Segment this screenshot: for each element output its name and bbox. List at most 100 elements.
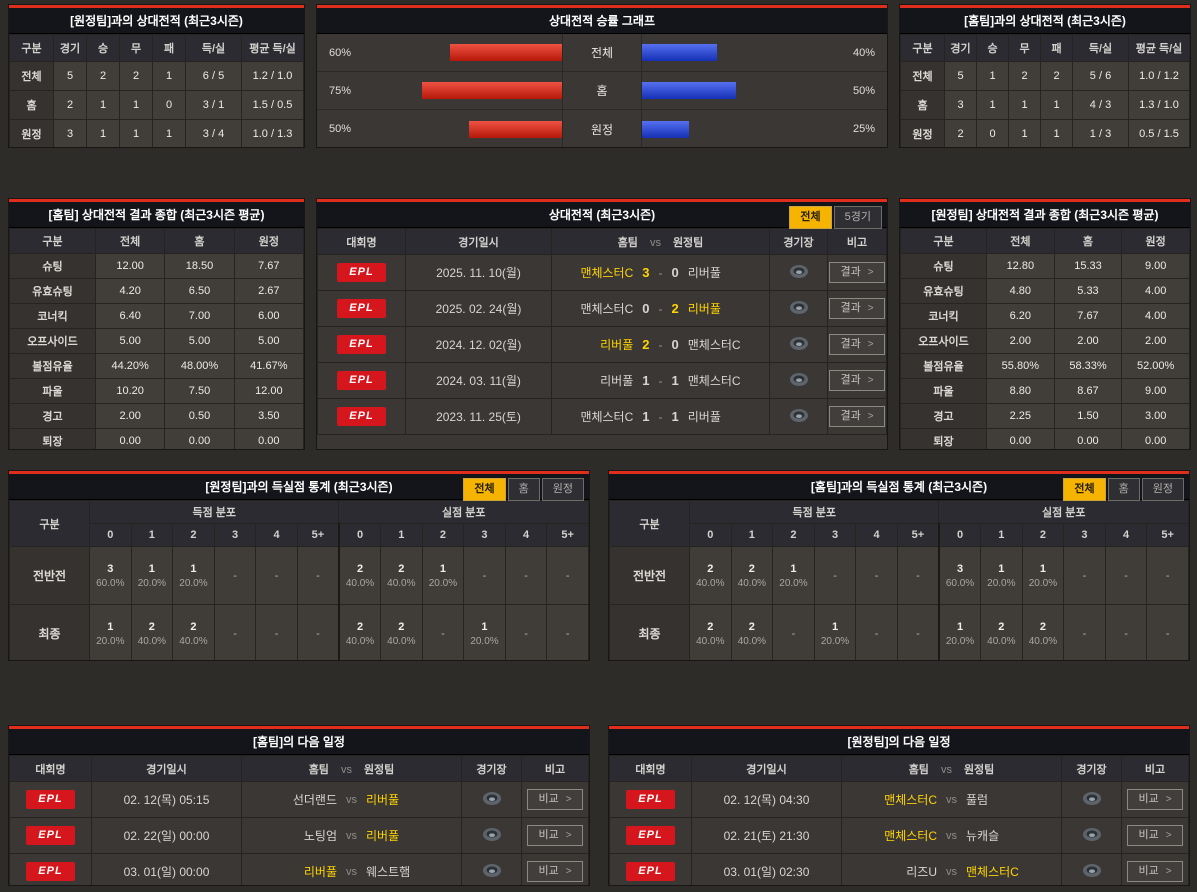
fixture-row: EPL 02. 12(목) 05:15 선더랜드 vs 리버풀 비교 > — [9, 781, 589, 818]
column-header: 승 — [976, 34, 1009, 62]
row-label: 홈 — [9, 90, 54, 120]
column-header: 5+ — [546, 523, 589, 547]
goal-percent: 20.0% — [428, 577, 458, 589]
table-body: 전체 5 2 2 1 6 / 5 1.2 / 1.0 홈 2 1 1 0 3 / 1 1.5 / 0.5 원… — [9, 61, 304, 147]
filter-tab[interactable]: 전체 — [1063, 478, 1106, 501]
table-row: 코너킥 6.20 7.67 4.00 — [900, 303, 1190, 329]
winrate-category: 원정 — [562, 110, 642, 147]
compare-button[interactable]: 비교 > — [527, 789, 583, 810]
filter-tab[interactable]: 전체 — [463, 478, 506, 501]
away-team-name: 리버풀 — [687, 302, 721, 316]
stadium-icon[interactable] — [482, 863, 502, 878]
filter-tab[interactable]: 홈 — [1107, 478, 1140, 501]
stat-value: 1.2 / 1.0 — [241, 61, 304, 91]
home-winrate-track — [375, 110, 562, 147]
away-winrate-track — [642, 110, 829, 147]
filter-tab[interactable]: 전체 — [789, 206, 832, 229]
dist-row: 최종 2 40.0% 2 40.0% -1 20.0% - -1 20.0% 2 40.0% 2 40.0… — [609, 604, 1189, 660]
home-winrate-bar — [468, 120, 562, 138]
filter-tab[interactable]: 원정 — [1141, 478, 1184, 501]
stadium-icon[interactable] — [789, 264, 809, 279]
goals-scored-cell: 2 40.0% — [689, 546, 732, 605]
column-header-match: 홈팀 vs 원정팀 — [551, 228, 770, 255]
column-header-stadium: 경기장 — [1061, 755, 1122, 782]
row-label: 볼점유율 — [900, 353, 987, 379]
panel-title: [원정팀]의 다음 일정 — [847, 735, 951, 749]
goals-scored-cell: - — [772, 604, 815, 660]
goal-count: 2 — [748, 620, 755, 633]
stat-value: 5.33 — [1053, 278, 1123, 304]
goals-conceded-cell: - — [1104, 546, 1148, 605]
match-datetime: 2025. 11. 10(월) — [405, 254, 552, 291]
stadium-icon[interactable] — [1082, 863, 1102, 878]
league-badge: EPL — [337, 335, 386, 354]
stadium-icon[interactable] — [1082, 827, 1102, 842]
stat-value: 7.67 — [1053, 303, 1123, 329]
goal-percent: 40.0% — [179, 635, 208, 647]
compare-button[interactable]: 비교 > — [1127, 861, 1183, 882]
filter-tab[interactable]: 원정 — [541, 478, 584, 501]
home-team-label: 홈팀 — [908, 763, 929, 776]
goals-scored-cell: - — [296, 604, 340, 660]
stat-value: 2 — [1008, 61, 1041, 91]
row-label: 파울 — [9, 378, 96, 404]
result-button[interactable]: 결과 > — [829, 262, 885, 283]
compare-button[interactable]: 비교 > — [1127, 825, 1183, 846]
home-team-name: 리즈U — [906, 865, 937, 879]
goals-conceded-cell: - — [546, 546, 589, 605]
result-button[interactable]: 결과 > — [829, 334, 885, 355]
result-button[interactable]: 결과 > — [829, 298, 885, 319]
stat-value: 2.25 — [986, 403, 1055, 429]
stadium-icon[interactable] — [789, 372, 809, 387]
vs-label: vs — [346, 865, 357, 878]
column-header-stadium: 경기장 — [461, 755, 522, 782]
panel-title: [홈팀]과의 득실점 통계 (최근3시즌) — [810, 480, 988, 494]
goals-conceded-cell: - — [1063, 604, 1106, 660]
filter-tab[interactable]: 홈 — [507, 478, 540, 501]
goals-scored-cell: - — [896, 546, 940, 605]
table-header-row: 대회명 경기일시 홈팀 vs 원정팀 경기장 비고 — [317, 228, 887, 255]
league-badge: EPL — [337, 299, 386, 318]
stadium-icon[interactable] — [482, 791, 502, 806]
stadium-icon[interactable] — [482, 827, 502, 842]
compare-button[interactable]: 비교 > — [527, 861, 583, 882]
stat-value: 4.00 — [1121, 303, 1190, 329]
column-header: 평균 득/실 — [1128, 34, 1190, 62]
stadium-icon[interactable] — [789, 408, 809, 423]
home-team-name: 선더랜드 — [292, 793, 337, 807]
column-header-league: 대회명 — [609, 755, 692, 782]
compare-button[interactable]: 비교 > — [1127, 789, 1183, 810]
goals-conceded-cell: 2 40.0% — [1021, 604, 1065, 660]
result-button[interactable]: 결과 > — [829, 370, 885, 391]
goals-conceded-cell: - — [546, 604, 589, 660]
stadium-icon[interactable] — [1082, 791, 1102, 806]
panel-title: [원정팀] 상대전적 결과 종합 (최근3시즌 평균) — [931, 208, 1159, 222]
panel-home-schedule: [홈팀]의 다음 일정 대회명 경기일시 홈팀 vs 원정팀 경기장 비고 EPL 0… — [8, 725, 590, 886]
home-team-label: 홈팀 — [617, 236, 638, 249]
column-group-conceded: 실점 분포 — [338, 500, 589, 524]
row-label: 최종 — [609, 604, 690, 660]
home-score: 1 — [642, 373, 650, 388]
match-teams: 노팅엄 vs 리버풀 — [242, 827, 461, 844]
result-button[interactable]: 결과 > — [829, 406, 885, 427]
away-team-name: 리버풀 — [366, 793, 400, 807]
filter-tab[interactable]: 5경기 — [833, 206, 882, 229]
table-row: 퇴장 0.00 0.00 0.00 — [9, 428, 304, 449]
goals-scored-cell: 1 20.0% — [813, 604, 857, 660]
panel-away-schedule: [원정팀]의 다음 일정 대회명 경기일시 홈팀 vs 원정팀 경기장 비고 EPL… — [608, 725, 1190, 886]
goals-scored-cell: 2 40.0% — [689, 604, 732, 660]
panel-title: [원정팀]과의 상대전적 (최근3시즌) — [70, 14, 243, 28]
chevron-right-icon: > — [565, 829, 572, 841]
stadium-icon[interactable] — [789, 336, 809, 351]
column-header: 패 — [1040, 34, 1073, 62]
note-cell: 비교 > — [521, 817, 589, 854]
score-separator: - — [658, 265, 663, 280]
goals-conceded-cell: - — [504, 604, 548, 660]
away-winrate-bar — [642, 44, 717, 61]
stadium-icon[interactable] — [789, 300, 809, 315]
goal-count: 2 — [148, 620, 155, 633]
league-cell: EPL — [9, 781, 92, 818]
compare-button[interactable]: 비교 > — [527, 825, 583, 846]
row-label: 전체 — [9, 61, 54, 91]
stat-value: 15.33 — [1053, 253, 1123, 279]
